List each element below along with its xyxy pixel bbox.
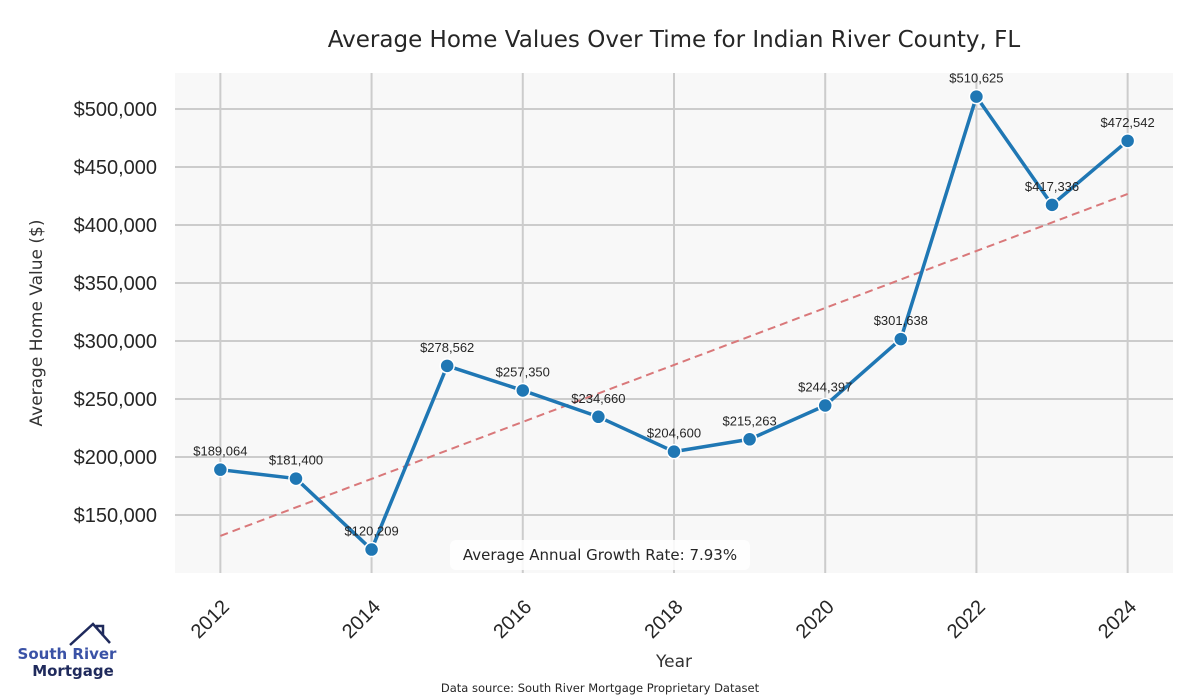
data-point xyxy=(515,382,531,399)
x-tick-label: 2014 xyxy=(338,596,385,643)
x-tick-label: 2018 xyxy=(641,596,688,643)
x-gridlines xyxy=(219,73,1129,573)
data-label: $181,400 xyxy=(269,453,323,468)
data-label: $257,350 xyxy=(496,364,550,379)
data-source: Data source: South River Mortgage Propri… xyxy=(441,681,760,695)
y-gridlines xyxy=(175,107,1173,516)
data-point xyxy=(590,409,607,425)
data-point xyxy=(288,470,304,487)
y-tick-label: $150,000 xyxy=(74,505,157,527)
data-point xyxy=(212,461,229,478)
data-point xyxy=(1119,133,1136,149)
x-tick-label: 2012 xyxy=(187,596,234,643)
data-label: $204,600 xyxy=(647,426,701,441)
growth-rate-box xyxy=(450,540,750,570)
y-tick-label: $300,000 xyxy=(74,331,157,353)
data-label: $510,625 xyxy=(949,71,1003,86)
data-point xyxy=(741,431,758,448)
data-point xyxy=(893,331,909,347)
data-point xyxy=(363,541,380,558)
company-logo: South River Mortgage xyxy=(18,622,118,680)
data-point xyxy=(817,397,833,414)
data-point xyxy=(1044,197,1060,213)
y-axis-ticks: $150,000 $200,000 $250,000 $300,000 $350,000… xyxy=(74,99,157,527)
logo-line1: South River xyxy=(18,645,118,663)
house-roof-icon xyxy=(69,622,111,646)
x-tick-label: 2024 xyxy=(1094,596,1141,643)
data-label: $244,397 xyxy=(798,379,852,394)
data-label: $189,064 xyxy=(193,444,247,459)
y-tick-label: $200,000 xyxy=(74,447,157,469)
x-tick-label: 2016 xyxy=(489,596,536,643)
logo-line2: Mortgage xyxy=(32,662,114,680)
data-point xyxy=(968,88,985,105)
y-tick-label: $350,000 xyxy=(74,273,157,295)
data-label: $278,562 xyxy=(420,340,474,355)
y-tick-label: $250,000 xyxy=(74,389,157,411)
data-point xyxy=(666,443,682,460)
y-tick-label: $450,000 xyxy=(74,157,157,179)
x-tick-label: 2020 xyxy=(792,596,839,643)
data-label: $215,263 xyxy=(722,413,776,428)
data-point xyxy=(439,358,455,374)
trend-line xyxy=(220,193,1128,537)
growth-rate-annotation: Average Annual Growth Rate: 7.93% xyxy=(450,540,750,570)
x-axis-label: Year xyxy=(655,652,692,672)
x-axis-ticks: 2012 2014 2016 2018 2020 2022 2024 xyxy=(187,596,1141,643)
data-label: $472,542 xyxy=(1101,115,1155,130)
y-tick-label: $400,000 xyxy=(74,215,157,237)
x-tick-label: 2022 xyxy=(943,596,990,643)
chart-title: Average Home Values Over Time for Indian… xyxy=(328,27,1021,53)
data-label: $417,336 xyxy=(1025,179,1079,194)
data-points xyxy=(212,88,1136,558)
growth-rate-text: Average Annual Growth Rate: 7.93% xyxy=(463,546,737,564)
data-label: $234,660 xyxy=(571,391,625,406)
chimney-icon xyxy=(95,624,105,636)
y-axis-label: Average Home Value ($) xyxy=(27,220,47,427)
data-label: $120,209 xyxy=(344,524,398,539)
data-labels: $189,064 $181,400 $120,209 $278,562 $257,350… xyxy=(193,71,1155,539)
y-tick-label: $500,000 xyxy=(74,99,157,121)
data-label: $301,638 xyxy=(874,313,928,328)
